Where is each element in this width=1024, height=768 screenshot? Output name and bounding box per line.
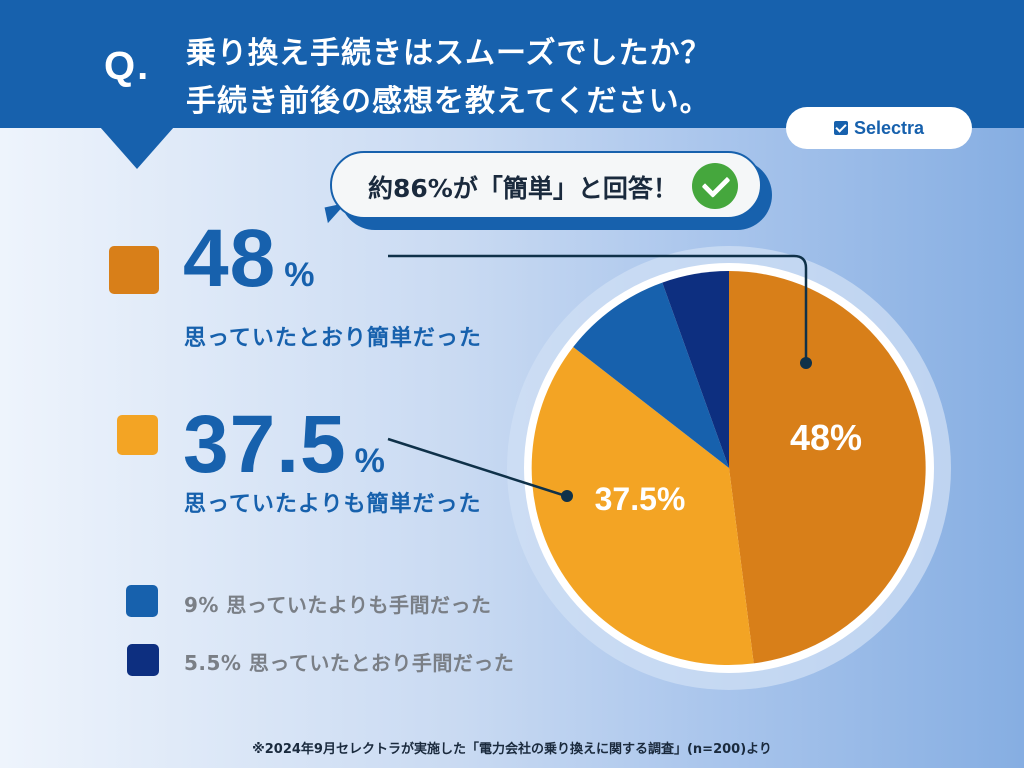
legend-value-easy-as-expected: 48% — [183, 212, 314, 306]
leader-dot-37-5 — [561, 490, 573, 502]
question-title-line2: 手続き前後の感想を教えてください。 — [186, 84, 711, 119]
pie-slice-hard-as-expected — [662, 270, 729, 468]
legend-swatch-easy-as-expected — [109, 246, 159, 294]
legend-value-easier-than-expected: 37.5% — [183, 398, 385, 492]
header-speech-tail — [100, 127, 174, 169]
question-mark-label: Q. — [104, 44, 151, 88]
legend-label-harder-than-expected: 9% 思っていたよりも手間だった — [184, 593, 492, 617]
legend-swatch-harder-than-expected — [126, 585, 158, 617]
value-unit: % — [354, 442, 385, 480]
leader-line-37-5 — [387, 437, 567, 498]
legend-swatch-hard-as-expected — [127, 644, 159, 676]
green-check-circle-icon — [692, 163, 738, 209]
brand-logo: Selectra — [786, 107, 972, 149]
brand-name: Selectra — [853, 117, 925, 138]
legend-label-hard-as-expected: 5.5% 思っていたとおり手間だった — [184, 651, 515, 675]
value-number: 48 — [183, 213, 277, 304]
legend-swatch-easier-than-expected — [117, 415, 158, 455]
leader-line-48 — [388, 254, 808, 362]
legend-label-easier-than-expected: 思っていたよりも簡単だった — [184, 492, 482, 517]
pie-slice-easy-as-expected — [729, 271, 926, 664]
checkbox-icon — [833, 121, 848, 135]
pie-slice-harder-than-expected — [573, 282, 729, 468]
question-title-line1: 乗り換え手続きはスムーズでしたか？ — [186, 36, 712, 71]
header-banner — [0, 0, 1024, 128]
value-unit: % — [284, 256, 315, 294]
callout-text: 約86%が「簡単」と回答！ — [368, 174, 678, 203]
callout-bubble: 約86%が「簡単」と回答！ — [330, 151, 762, 219]
legend-label-easy-as-expected: 思っていたとおり簡単だった — [184, 326, 482, 351]
value-number: 37.5 — [183, 399, 347, 490]
leader-dot-48 — [800, 357, 812, 369]
pie-label-37-5: 37.5% — [595, 481, 686, 517]
pie-slice-easier-than-expected — [531, 347, 754, 665]
source-footnote: ※2024年9月セレクトラが実施した「電力会社の乗り換えに関する調査」(n=20… — [252, 742, 772, 757]
pie-label-48: 48% — [790, 417, 862, 458]
